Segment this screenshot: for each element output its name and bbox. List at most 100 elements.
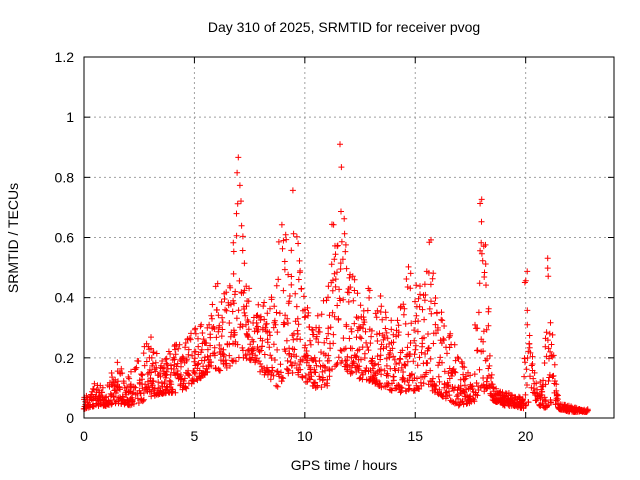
- data-point: [221, 351, 227, 358]
- data-point: [406, 385, 413, 392]
- data-point: [238, 222, 245, 229]
- data-point: [402, 320, 409, 327]
- data-point: [480, 328, 487, 335]
- data-point: [524, 382, 530, 388]
- data-point: [417, 283, 423, 290]
- data-point: [232, 358, 239, 365]
- data-point: [342, 241, 349, 248]
- data-point: [383, 343, 390, 350]
- data-point: [243, 303, 250, 310]
- data-point: [286, 345, 293, 352]
- data-point: [262, 328, 269, 335]
- data-point: [428, 310, 435, 317]
- data-point: [178, 372, 184, 378]
- data-point: [395, 367, 402, 374]
- data-point: [404, 284, 411, 290]
- data-point: [434, 324, 441, 331]
- data-point: [119, 370, 126, 377]
- data-point: [227, 284, 234, 291]
- data-points: [80, 141, 591, 415]
- data-point: [424, 360, 431, 366]
- data-point: [159, 358, 166, 364]
- data-point: [271, 357, 278, 363]
- data-point: [349, 369, 356, 376]
- data-point: [299, 374, 306, 381]
- data-point: [364, 344, 371, 350]
- data-point: [405, 331, 412, 338]
- data-point: [141, 362, 148, 369]
- data-point: [236, 182, 243, 189]
- data-point: [284, 366, 291, 373]
- data-point: [366, 294, 373, 301]
- data-point: [531, 369, 538, 376]
- data-point: [381, 334, 388, 340]
- data-point: [401, 305, 408, 312]
- data-point: [263, 320, 270, 327]
- data-point: [192, 325, 199, 332]
- data-point: [429, 275, 436, 282]
- data-point: [236, 277, 243, 284]
- data-point: [324, 376, 331, 383]
- data-point: [524, 355, 531, 361]
- data-point: [483, 282, 489, 289]
- data-point: [222, 306, 229, 313]
- data-point: [194, 361, 201, 368]
- data-point: [259, 343, 266, 350]
- data-point: [208, 359, 215, 366]
- data-point: [390, 339, 397, 346]
- data-point: [305, 309, 312, 316]
- data-point: [400, 369, 407, 375]
- data-point: [292, 290, 299, 297]
- data-point: [361, 319, 368, 326]
- data-point: [425, 345, 432, 352]
- data-point: [139, 385, 146, 392]
- data-point: [191, 358, 198, 365]
- data-point: [550, 352, 557, 359]
- data-point: [178, 363, 184, 370]
- data-point: [362, 328, 369, 335]
- data-point: [145, 383, 152, 390]
- data-point: [298, 286, 305, 292]
- data-point: [383, 329, 390, 336]
- x-tick-label: 10: [297, 428, 313, 444]
- data-point: [337, 347, 344, 354]
- data-point: [267, 352, 274, 359]
- data-point: [296, 257, 303, 264]
- data-point: [214, 306, 220, 313]
- data-point: [379, 316, 386, 323]
- data-point: [286, 293, 293, 299]
- data-point: [399, 347, 406, 354]
- data-point: [542, 343, 549, 350]
- y-tick-label: 0.4: [55, 290, 75, 306]
- data-point: [221, 296, 228, 302]
- data-point: [109, 374, 116, 381]
- data-point: [273, 382, 280, 389]
- x-tick-label: 5: [191, 428, 199, 444]
- data-point: [348, 328, 355, 335]
- data-point: [258, 347, 264, 354]
- data-point: [421, 316, 428, 323]
- data-point: [436, 378, 443, 385]
- data-point: [375, 361, 382, 368]
- data-point: [396, 355, 403, 362]
- data-point: [241, 287, 248, 294]
- data-point: [269, 364, 276, 371]
- data-point: [148, 354, 155, 361]
- data-point: [381, 367, 388, 374]
- data-point: [234, 200, 241, 207]
- data-point: [172, 351, 179, 358]
- data-point: [400, 311, 407, 318]
- data-point: [187, 336, 194, 343]
- data-point: [476, 280, 483, 287]
- data-point: [343, 323, 350, 330]
- data-point: [331, 256, 338, 263]
- data-point: [378, 303, 385, 310]
- data-point: [422, 291, 429, 298]
- data-point: [318, 384, 325, 391]
- data-point: [234, 341, 241, 348]
- data-point: [169, 386, 176, 393]
- data-point: [364, 307, 371, 314]
- data-point: [296, 269, 303, 276]
- data-point: [478, 196, 485, 203]
